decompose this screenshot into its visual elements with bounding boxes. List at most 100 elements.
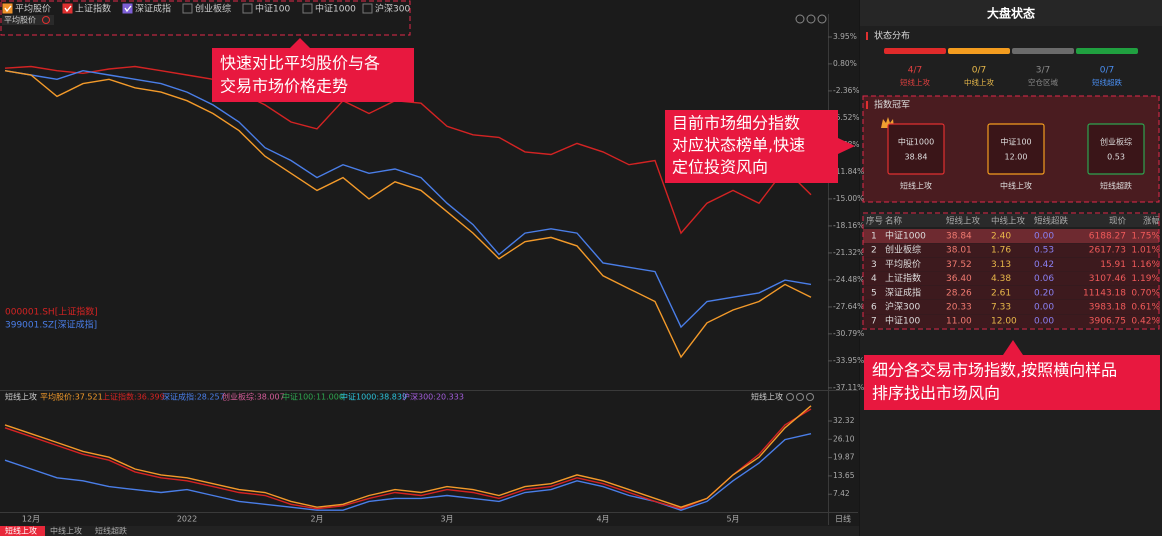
callout-text: 目前市场细分指数 [672,114,800,133]
settings-icon[interactable] [795,14,805,24]
annotations: 快速对比平均股价与各 交易市场价格走势 目前市场细分指数 对应状态榜单,快速 定… [212,38,1160,410]
table-cell: 3906.75 [1089,317,1126,327]
table-cell: 中证1000 [885,230,926,242]
series-line [4,70,812,359]
table-cell: 中证100 [885,315,920,327]
table-cell: 28.26 [946,288,972,298]
table-cell: 1.16% [1131,260,1160,270]
y-tick-label: 19.87 [833,453,855,462]
y-tick-label: -2.36% [833,86,860,95]
card-value: 0.53 [1107,153,1125,162]
check-mark [4,5,12,13]
help-icon[interactable] [796,393,804,401]
y-tick-label: -24.48% [833,275,864,284]
sub-legend: 平均股价:37.521 [40,392,103,402]
checkbox[interactable] [122,3,133,14]
card-name: 创业板综 [1100,137,1132,147]
y-tick-label: -37.11% [833,383,864,392]
section-title: 指数冠军 [874,99,910,111]
series-line [4,408,812,510]
checkbox[interactable] [62,3,73,14]
table-row[interactable] [863,300,1159,314]
callout [665,110,855,183]
table-cell: 0.06 [1034,274,1054,284]
table-row[interactable] [863,243,1159,258]
table-cell: 2.61 [991,288,1011,298]
champion-card[interactable] [987,123,1045,175]
checkbox[interactable] [242,3,253,14]
series-line [4,69,812,329]
table-row[interactable] [863,285,1159,300]
close-icon[interactable] [806,393,814,401]
y-tick-label: -15.00% [833,194,864,203]
tab[interactable]: 中线上攻 [50,526,82,536]
legend-label: 深证成指 [135,3,171,15]
status-label: 短线超跌 [1092,77,1122,87]
callout [212,38,414,102]
sub-legend: 中证1000:38.839 [340,392,407,402]
table-cell: 0.00 [1034,232,1054,242]
table-row[interactable] [863,229,1159,243]
y-tick-label: 3.95% [833,32,857,41]
table-row[interactable] [863,314,1159,329]
callout-text: 细分各交易市场指数,按照横向样品 [872,361,1117,380]
table-row[interactable] [863,257,1159,272]
y-tick-label: -33.95% [833,356,864,365]
champion-card[interactable] [1087,123,1145,175]
x-tick-label: 2022 [177,515,197,524]
code-label: 399001.SZ[深证成指] [5,319,97,331]
dropdown[interactable] [2,15,54,25]
table-cell: 4.38 [991,274,1011,284]
card-name: 中证1000 [898,137,934,147]
callout-text: 排序找出市场风向 [872,384,1000,403]
table-cell: 2617.73 [1089,246,1126,256]
table-cell: 0.70% [1131,288,1160,298]
tab[interactable]: 短线超跌 [95,526,127,536]
settings-icon[interactable] [786,393,794,401]
legend-label: 中证1000 [315,3,356,15]
table-cell: 3983.18 [1089,303,1126,313]
table-cell: 创业板综 [885,244,921,256]
table-cell: 0.42% [1131,317,1160,327]
table-cell: 3107.46 [1089,274,1126,284]
table-header: 短线上攻 [946,216,981,227]
tab-active[interactable] [0,526,45,536]
status-count: 0/7 [972,66,986,76]
y-tick-label: -5.52% [833,113,860,122]
x-tick-label: 5月 [726,515,739,524]
checkbox[interactable] [182,3,193,14]
close-icon[interactable] [817,14,827,24]
status-bar [1076,48,1138,54]
series-line [4,433,812,511]
checkbox[interactable] [302,3,313,14]
y-tick-label: -18.16% [833,221,864,230]
status-label: 空仓区域 [1028,77,1058,87]
tab[interactable]: 短线上攻 [5,526,37,536]
y-tick-label: 0.80% [833,59,857,68]
callout-text: 交易市场价格走势 [220,77,348,96]
table-cell: 37.52 [946,260,972,270]
callout-text: 快速对比平均股价与各 [220,54,380,73]
checkbox[interactable] [362,3,373,14]
table-cell: 2.40 [991,232,1011,242]
table-cell: 深证成指 [885,286,921,298]
table-row[interactable] [863,271,1159,286]
check-mark [64,5,72,13]
table-cell: 36.40 [946,274,972,284]
status-label: 中线上攻 [964,77,994,87]
sub-legend: 中证100:11.000 [282,392,344,402]
help-icon[interactable] [806,14,816,24]
table-cell: 11.00 [946,317,972,327]
table-cell: 12.00 [991,317,1017,327]
code-label: 000001.SH[上证指数] [5,306,98,318]
status-label: 短线上攻 [900,77,930,87]
sub-legend: 深证成指:28.257 [162,392,225,402]
table-cell: 1.75% [1131,232,1160,242]
champion-card[interactable] [887,123,945,175]
table-cell: 6 [871,303,877,313]
status-count: 3/7 [1036,66,1050,76]
y-tick-label: 7.42 [833,489,850,498]
checkbox[interactable] [2,3,13,14]
y-tick-label: 32.32 [833,416,855,425]
highlight-box [0,0,411,36]
